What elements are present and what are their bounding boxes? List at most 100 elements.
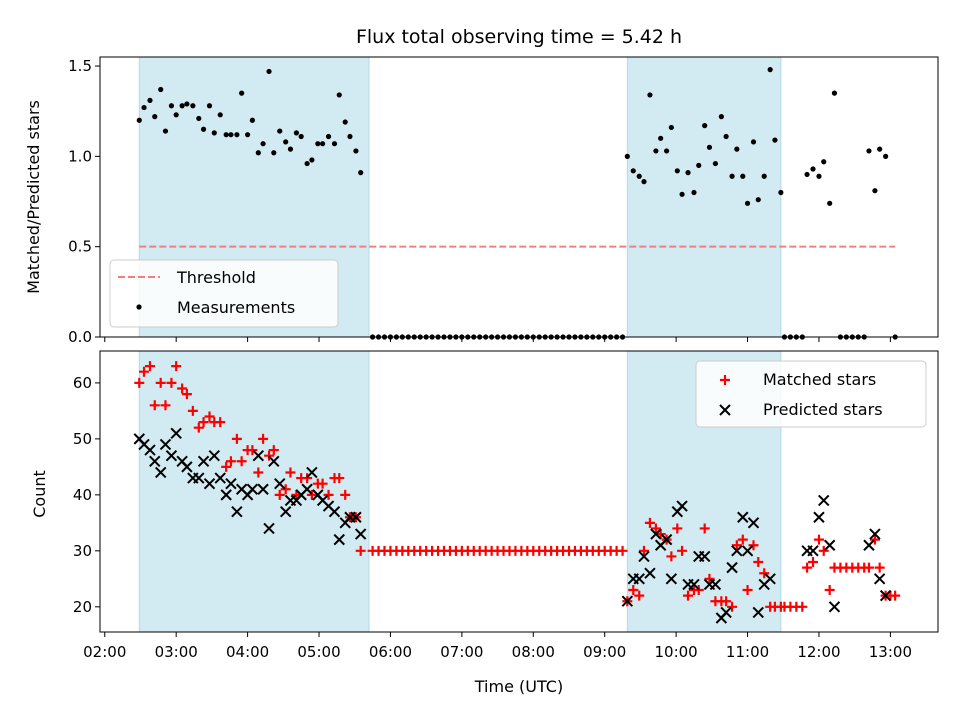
measurement-point: [287, 146, 294, 152]
legend-threshold-label: Threshold: [176, 268, 256, 287]
predicted-point: [220, 489, 232, 501]
measurement-point: [184, 101, 190, 107]
legend-measurements-swatch: [136, 304, 142, 310]
predicted-point: [726, 561, 738, 574]
predicted-point: [214, 472, 226, 484]
predicted-point: [807, 545, 819, 557]
measurement-point: [217, 112, 223, 118]
x-tick-label: 04:00: [226, 643, 269, 661]
matched-point: [634, 590, 645, 601]
matched-point: [264, 450, 275, 461]
y-tick-label: 30: [73, 542, 92, 560]
predicted-point: [752, 606, 764, 619]
matched-point: [268, 445, 279, 456]
ratio-panel: 0.0 0.5 1.0 1.5 Threshold Measurements: [68, 56, 939, 346]
legend-predicted-swatch: [719, 404, 731, 416]
predicted-point: [268, 455, 280, 467]
measurement-point: [653, 148, 659, 154]
matched-point: [225, 456, 236, 467]
matched-point: [258, 433, 269, 444]
measurement-point: [804, 171, 810, 178]
predicted-point: [747, 517, 760, 529]
ratio-y-axis-label: Matched/Predicted stars: [24, 100, 43, 294]
predicted-point: [279, 505, 292, 518]
matched-point: [204, 411, 215, 422]
measurement-point: [255, 150, 261, 156]
matched-point: [818, 545, 829, 556]
measurement-point: [249, 117, 255, 123]
matched-point: [748, 540, 759, 551]
measurement-point: [309, 157, 315, 163]
matched-point: [650, 523, 661, 534]
predicted-point: [193, 472, 205, 484]
measurement-point: [245, 132, 251, 138]
measurement-point: [883, 153, 889, 159]
measurement-point: [772, 137, 778, 143]
measurement-point: [624, 153, 630, 159]
predicted-point: [333, 533, 345, 546]
predicted-point: [354, 528, 367, 540]
legend-measurements-label: Measurements: [177, 298, 295, 317]
measurement-point: [336, 92, 342, 98]
matched-point: [693, 585, 704, 596]
measurement-point: [744, 200, 751, 206]
measurement-point: [691, 189, 697, 196]
legend: Matched stars Predicted stars: [695, 360, 927, 428]
matched-point: [215, 417, 226, 428]
matched-point: [699, 523, 710, 534]
matched-point: [231, 433, 242, 444]
measurement-point: [706, 144, 713, 150]
predicted-point: [644, 567, 656, 579]
matched-point: [824, 585, 835, 596]
measurement-point: [283, 139, 289, 145]
predicted-point: [863, 539, 875, 551]
matched-point: [285, 467, 296, 478]
measurement-point: [266, 68, 272, 75]
measurement-point: [315, 141, 321, 147]
predicted-point: [823, 539, 836, 551]
matched-point: [166, 377, 177, 388]
measurement-point: [755, 197, 761, 203]
measurement-point: [740, 173, 746, 179]
matched-point: [302, 473, 313, 484]
matched-point: [731, 540, 742, 551]
predicted-point: [246, 483, 259, 495]
measurement-point: [147, 97, 153, 103]
measurement-point: [211, 130, 217, 136]
matched-point: [144, 361, 155, 372]
measurement-point: [877, 146, 883, 152]
predicted-point: [741, 545, 754, 557]
predicted-point: [225, 477, 237, 490]
matched-point: [677, 545, 688, 556]
measurement-point: [136, 117, 142, 123]
measurement-point: [872, 188, 878, 194]
matched-point: [813, 534, 824, 545]
measurement-point: [173, 112, 179, 118]
matched-point: [628, 585, 639, 596]
measurement-point: [685, 170, 691, 176]
legend-matched-swatch: [720, 375, 730, 385]
predicted-point: [660, 533, 673, 546]
measurement-point: [679, 191, 685, 197]
measurement-point: [304, 160, 310, 167]
matched-point: [306, 489, 317, 500]
predicted-point: [665, 573, 678, 585]
legend-predicted-label: Predicted stars: [763, 400, 883, 419]
matched-point: [177, 383, 188, 394]
measurement-point: [293, 130, 300, 136]
measurement-point: [196, 115, 202, 122]
measurement-point: [630, 168, 636, 174]
measurement-point: [200, 126, 207, 132]
y-tick-label: 0.0: [68, 328, 92, 346]
matched-point: [247, 445, 258, 456]
measurement-point: [723, 133, 729, 140]
predicted-point: [159, 438, 172, 451]
measurement-point: [778, 189, 784, 196]
matched-point: [221, 461, 232, 472]
measurement-point: [866, 148, 872, 154]
predicted-point: [638, 550, 650, 563]
legend-box: [695, 360, 927, 428]
matched-point: [737, 534, 748, 545]
matched-point: [797, 601, 808, 612]
predicted-point: [328, 505, 341, 518]
